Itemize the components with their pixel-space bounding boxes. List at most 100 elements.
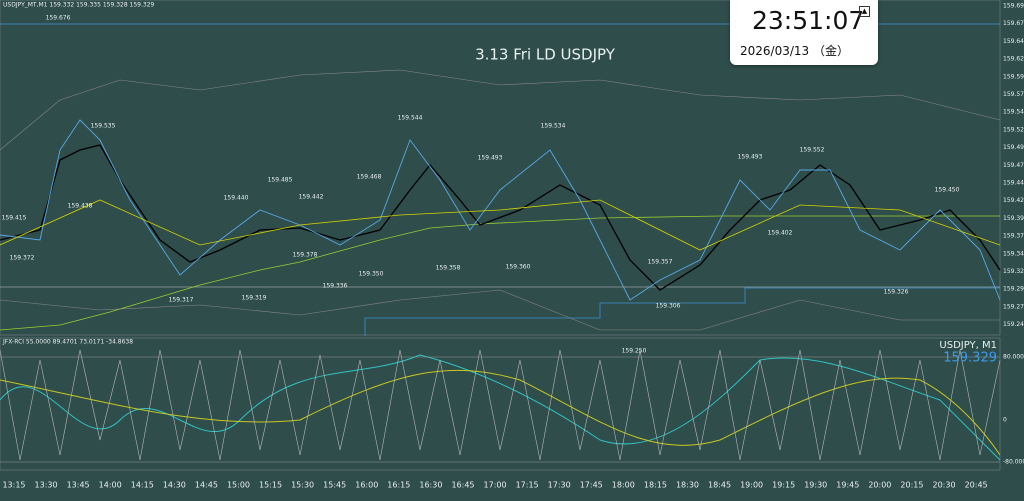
price-label: 159.415 xyxy=(2,215,27,222)
price-label: 159.319 xyxy=(242,295,267,302)
time-label: 17:00 xyxy=(484,481,507,490)
time-label: 18:00 xyxy=(612,481,635,490)
price-label: 159.372 xyxy=(10,255,35,262)
price-label: 159.336 xyxy=(323,283,348,290)
time-label: 17:30 xyxy=(548,481,571,490)
time-label: 16:45 xyxy=(451,481,474,490)
time-label: 14:00 xyxy=(99,481,122,490)
time-label: 20:00 xyxy=(868,481,891,490)
price-axis-label: 159.595 xyxy=(1003,73,1024,80)
ma-long xyxy=(0,199,1001,251)
price-label: 159.468 xyxy=(357,174,382,181)
chart-title: 3.13 Fri LD USDJPY xyxy=(475,46,616,64)
price-axis-label: 159.395 xyxy=(1003,215,1024,222)
band-upper xyxy=(0,69,1001,151)
price-axis-label: 159.495 xyxy=(1003,144,1024,151)
clock-time: 23:51:07 xyxy=(752,6,865,35)
price-label: 159.326 xyxy=(884,289,909,296)
price-axis-label: 159.620 xyxy=(1003,56,1024,63)
price-label: 159.306 xyxy=(656,303,681,310)
price-label: 159.438 xyxy=(68,203,93,210)
price-axis-label: 159.345 xyxy=(1003,250,1024,257)
price-axis-label: 159.645 xyxy=(1003,38,1024,45)
time-label: 15:00 xyxy=(227,481,250,490)
rci-fast xyxy=(0,349,1001,461)
ma-line xyxy=(0,144,1001,291)
time-label: 19:45 xyxy=(836,481,859,490)
price-axis-label: 159.270 xyxy=(1003,303,1024,310)
rci-short xyxy=(0,354,1001,461)
price-axis-label: 159.570 xyxy=(1003,91,1024,98)
time-label: 20:45 xyxy=(965,481,988,490)
price-label: 159.358 xyxy=(436,265,461,272)
level-line xyxy=(364,287,1000,336)
price-label: 159.535 xyxy=(91,123,116,130)
time-label: 15:15 xyxy=(259,481,282,490)
band-lower xyxy=(0,289,1000,331)
time-label: 18:30 xyxy=(676,481,699,490)
price-axis-label: 159.295 xyxy=(1003,286,1024,293)
time-label: 15:30 xyxy=(291,481,314,490)
indicator-symbol: USDJPY, M1 xyxy=(939,340,997,351)
price-label: 159.450 xyxy=(935,187,960,194)
price-axis-label: 159.370 xyxy=(1003,233,1024,240)
time-label: 15:45 xyxy=(323,481,346,490)
clock-widget: 23:51:07 2026/03/13 （金） ▲ xyxy=(730,0,878,65)
price-label: 159.317 xyxy=(169,297,194,304)
price-axis-label: 159.470 xyxy=(1003,162,1024,169)
time-label: 17:15 xyxy=(516,481,539,490)
price-label: 159.357 xyxy=(648,259,673,266)
price-label: 159.493 xyxy=(478,155,503,162)
time-label: 16:00 xyxy=(355,481,378,490)
indicator-pane xyxy=(0,337,1001,471)
price-label: 159.402 xyxy=(768,230,793,237)
indicator-axis-label: 80.0000 xyxy=(1003,354,1024,361)
price-axis-label: 159.520 xyxy=(1003,126,1024,133)
indicator-axis-label: -80.0000 xyxy=(1003,459,1024,466)
price-label: 159.350 xyxy=(359,271,384,278)
indicator-label: JFX-RCI 55.0000 89.4701 73.0171 -34.8638 xyxy=(2,339,133,346)
time-label: 18:15 xyxy=(644,481,667,490)
time-label: 14:15 xyxy=(131,481,154,490)
price-label: 159.534 xyxy=(541,123,566,130)
step-line xyxy=(0,215,1000,331)
price-axis-label: 159.420 xyxy=(1003,197,1024,204)
price-label: 159.250 xyxy=(622,348,647,355)
price-path xyxy=(0,119,1001,301)
pin-button[interactable]: ▲ xyxy=(859,6,870,17)
time-label: 18:45 xyxy=(708,481,731,490)
time-label: 13:15 xyxy=(2,481,25,490)
price-label: 159.442 xyxy=(299,194,324,201)
time-label: 13:30 xyxy=(35,481,58,490)
time-label: 13:45 xyxy=(67,481,90,490)
price-axis-label: 159.545 xyxy=(1003,109,1024,116)
time-label: 19:00 xyxy=(740,481,763,490)
indicator-price: 159.329 xyxy=(943,351,997,366)
price-label: 159.493 xyxy=(738,154,763,161)
time-label: 14:30 xyxy=(163,481,186,490)
clock-date: 2026/03/13 （金） xyxy=(740,44,849,58)
time-label: 19:15 xyxy=(772,481,795,490)
price-label: 159.440 xyxy=(224,195,249,202)
time-label: 20:30 xyxy=(932,481,955,490)
price-axis-label: 159.695 xyxy=(1003,3,1024,10)
price-label: 159.485 xyxy=(268,177,293,184)
symbol-info: USDJPY_MT,M1 159.332 159.335 159.328 159… xyxy=(3,2,155,9)
time-label: 17:45 xyxy=(580,481,603,490)
price-label: 159.552 xyxy=(800,147,825,154)
price-axis-label: 159.445 xyxy=(1003,180,1024,187)
time-label: 19:30 xyxy=(804,481,827,490)
indicator-axis-label: 0 xyxy=(1003,417,1007,424)
price-label: 159.544 xyxy=(398,115,423,122)
price-label: 159.676 xyxy=(46,15,71,22)
price-axis-label: 159.245 xyxy=(1003,321,1024,328)
price-label: 159.360 xyxy=(506,264,531,271)
price-axis-label: 159.670 xyxy=(1003,20,1024,27)
price-label: 159.378 xyxy=(293,252,318,259)
time-label: 16:30 xyxy=(419,481,442,490)
time-label: 14:45 xyxy=(195,481,218,490)
time-label: 20:15 xyxy=(900,481,923,490)
time-label: 16:15 xyxy=(387,481,410,490)
